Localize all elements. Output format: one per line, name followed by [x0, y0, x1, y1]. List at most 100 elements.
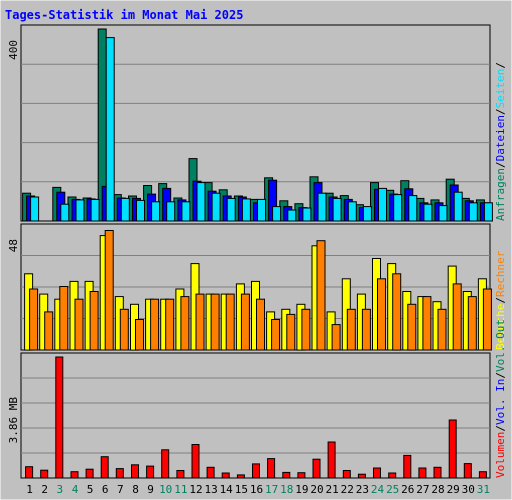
day-label-9: 9 [147, 483, 154, 496]
day-label-3: 3 [56, 483, 63, 496]
day-label-22: 22 [341, 483, 354, 496]
bar-seiten-day-5 [90, 198, 100, 222]
day-label-20: 20 [310, 483, 323, 496]
panel-frame [20, 352, 491, 479]
bar-volumen-day-5 [85, 468, 94, 479]
bar-volumen-day-20 [312, 458, 321, 479]
bar-rechner-day-5 [89, 291, 99, 351]
bar-rechner-day-26 [407, 303, 417, 351]
series-rechner [29, 230, 492, 351]
bar-volumen-day-26 [403, 454, 412, 479]
bar-seiten-day-20 [317, 192, 327, 222]
chart-panels: 400Anfragen/Dateien/Seiten/48Besuche/Rec… [7, 24, 507, 479]
day-label-26: 26 [401, 483, 414, 496]
bar-volumen-day-28 [433, 466, 442, 479]
day-label-30: 30 [462, 483, 475, 496]
day-label-12: 12 [189, 483, 202, 496]
bar-rechner-day-31 [482, 288, 492, 351]
bar-rechner-day-18 [286, 313, 296, 351]
bar-rechner-day-4 [74, 298, 84, 351]
bar-volumen-day-2 [40, 469, 49, 479]
bar-volumen-day-11 [176, 470, 185, 479]
bar-seiten-day-7 [120, 197, 130, 222]
bar-seiten-day-30 [468, 202, 478, 222]
bar-volumen-day-15 [236, 474, 245, 479]
bar-rechner-day-24 [377, 278, 386, 351]
day-label-8: 8 [132, 483, 139, 496]
panel-frame [20, 24, 491, 222]
legend-entry: / [494, 372, 507, 379]
bar-seiten-day-9 [151, 201, 161, 222]
bar-seiten-day-11 [181, 201, 191, 222]
bar-rechner-day-6 [104, 230, 114, 351]
bar-volumen-day-4 [70, 471, 79, 479]
bar-volumen-day-27 [418, 467, 427, 479]
legend-entry: Vol. In [494, 379, 507, 425]
bar-rechner-day-21 [331, 324, 341, 351]
bar-seiten-day-22 [347, 201, 357, 222]
bar-volumen-day-17 [267, 458, 276, 479]
day-label-28: 28 [431, 483, 444, 496]
legend-entry: / [494, 62, 507, 69]
panel-legend: Anfragen/Dateien/Seiten/ [494, 62, 507, 221]
bar-rechner-day-11 [180, 296, 190, 351]
bar-seiten-day-12 [196, 182, 206, 222]
bar-seiten-day-31 [483, 202, 493, 222]
bar-rechner-day-30 [467, 296, 477, 351]
bar-volumen-day-6 [100, 456, 109, 479]
bar-rechner-day-1 [29, 288, 39, 351]
day-label-29: 29 [447, 483, 460, 496]
day-label-1: 1 [26, 483, 33, 496]
bar-seiten-day-8 [136, 199, 145, 222]
day-label-13: 13 [204, 483, 217, 496]
bar-rechner-day-16 [256, 298, 265, 351]
bar-volumen-day-24 [373, 467, 381, 479]
bar-seiten-day-23 [362, 206, 372, 222]
bar-rechner-day-19 [301, 308, 311, 351]
bar-volumen-day-25 [388, 472, 397, 479]
legend-entry: Besuche [494, 304, 507, 350]
bar-rechner-day-20 [316, 240, 326, 351]
legend-entry: / [494, 425, 507, 432]
legend-entry: / [494, 108, 507, 115]
bar-volumen-day-16 [252, 463, 260, 479]
bar-rechner-day-27 [422, 296, 432, 351]
bar-rechner-day-2 [44, 311, 54, 351]
bar-volumen-day-23 [357, 473, 366, 479]
bar-seiten-day-17 [272, 206, 282, 222]
day-label-18: 18 [280, 483, 293, 496]
bar-seiten-day-4 [75, 199, 85, 222]
bar-volumen-day-31 [478, 471, 487, 479]
y-max-label: 3.86 MB [7, 397, 20, 444]
bar-rechner-day-12 [195, 293, 205, 351]
bar-seiten-day-29 [453, 191, 463, 222]
day-label-16: 16 [250, 483, 263, 496]
bar-rechner-day-9 [150, 298, 160, 351]
bar-seiten-day-28 [438, 205, 448, 222]
bar-volumen-day-8 [131, 464, 139, 479]
bar-seiten-day-16 [257, 198, 266, 222]
bar-rechner-day-13 [210, 293, 220, 351]
bar-rechner-day-7 [119, 308, 129, 351]
bar-volumen-day-18 [282, 471, 291, 479]
legend-entry: Dateien [494, 115, 507, 161]
day-label-27: 27 [416, 483, 429, 496]
bar-rechner-day-28 [437, 308, 447, 351]
chart-title: Tages-Statistik im Monat Mai 2025 [5, 8, 243, 22]
bar-volumen-day-21 [327, 441, 336, 479]
series-seiten [30, 37, 493, 222]
bar-volumen-day-12 [191, 444, 200, 479]
day-label-10: 10 [159, 483, 172, 496]
bar-seiten-day-13 [211, 192, 221, 222]
bar-seiten-day-6 [105, 37, 115, 222]
bar-volumen-day-29 [448, 419, 457, 479]
bar-seiten-day-26 [408, 195, 418, 222]
legend-entry: Vol. Out [494, 319, 507, 372]
bar-seiten-day-24 [378, 187, 387, 222]
bar-volumen-day-14 [221, 472, 230, 479]
bar-volumen-day-3 [55, 356, 64, 479]
bar-rechner-day-22 [346, 308, 356, 351]
